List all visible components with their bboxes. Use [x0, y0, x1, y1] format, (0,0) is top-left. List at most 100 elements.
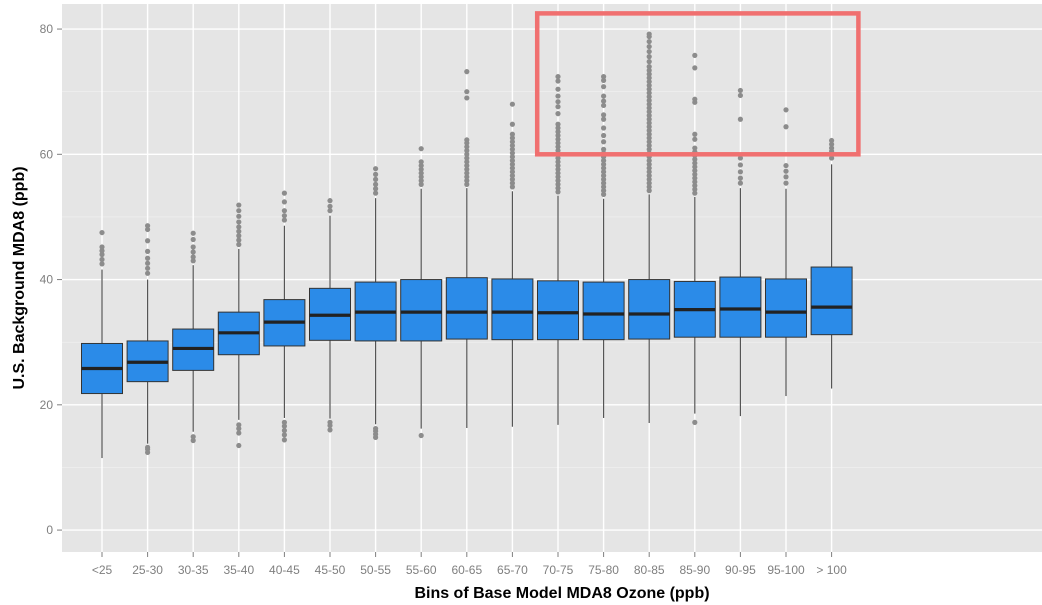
- outlier-point: [555, 178, 561, 184]
- outlier-point: [601, 188, 607, 194]
- outlier-point: [464, 174, 470, 180]
- outlier-point: [646, 157, 652, 164]
- outlier-point: [601, 125, 607, 131]
- outlier-point: [464, 147, 470, 154]
- outlier-point: [236, 241, 242, 248]
- outliers: [99, 31, 835, 456]
- outlier-point: [646, 43, 652, 50]
- outlier-point: [281, 423, 287, 429]
- box: [719, 276, 762, 338]
- outlier-point: [692, 186, 698, 192]
- outlier-point: [783, 174, 789, 180]
- box: [537, 280, 579, 341]
- x-axis-ticks: <25 25-30 30-35 35-40 40-45 45-50 50-55 55-60 60…: [92, 552, 847, 577]
- outlier-point: [418, 159, 424, 165]
- outlier-point: [555, 93, 561, 99]
- outlier-point: [509, 146, 515, 152]
- outlier-point: [601, 93, 607, 99]
- outlier-point: [646, 97, 652, 104]
- outlier-point: [145, 444, 151, 451]
- outlier-point: [555, 189, 561, 195]
- outlier-point: [236, 233, 242, 239]
- outlier-point: [281, 190, 287, 196]
- x-tick-label: > 100: [816, 563, 847, 577]
- x-tick-label: 35-40: [223, 563, 254, 577]
- outlier-point: [555, 104, 561, 110]
- outlier-point: [509, 142, 515, 149]
- outlier-point: [737, 155, 744, 161]
- outlier-point: [646, 94, 652, 100]
- outlier-point: [601, 98, 607, 104]
- outlier-point: [737, 87, 744, 94]
- outlier-point: [692, 131, 698, 137]
- highlight-rectangle: [534, 11, 861, 157]
- outlier-point: [190, 437, 196, 444]
- outlier-point: [464, 155, 470, 161]
- outlier-point: [145, 238, 151, 244]
- outlier-point: [327, 427, 333, 433]
- outlier-point: [646, 101, 652, 107]
- box: [628, 279, 671, 340]
- outlier-point: [737, 169, 744, 175]
- outlier-point: [737, 92, 744, 99]
- outlier-point: [555, 159, 561, 165]
- outlier-point: [464, 95, 470, 101]
- outlier-point: [646, 127, 652, 134]
- outlier-point: [418, 181, 424, 187]
- y-tick-label: 20: [40, 398, 54, 412]
- box: [400, 279, 443, 342]
- outlier-point: [692, 190, 698, 196]
- outlier-point: [236, 422, 242, 428]
- outlier-point: [783, 107, 789, 113]
- outlier-point: [281, 213, 287, 219]
- x-tick-label: 75-80: [588, 563, 619, 577]
- outlier-point: [646, 188, 652, 194]
- outlier-point: [555, 111, 561, 117]
- outlier-point: [99, 256, 105, 263]
- outlier-point: [601, 132, 607, 139]
- outlier-point: [373, 426, 379, 432]
- outlier-point: [236, 219, 242, 225]
- outlier-point: [464, 166, 470, 172]
- x-tick-label: 85-90: [679, 563, 710, 577]
- outlier-point: [509, 176, 515, 182]
- outlier-point: [783, 180, 789, 186]
- x-tick-label: 70-75: [543, 563, 574, 577]
- whiskers: [101, 164, 833, 459]
- outlier-point: [464, 178, 470, 184]
- outlier-point: [327, 203, 333, 209]
- outlier-point: [190, 258, 196, 264]
- outlier-point: [145, 265, 151, 271]
- outlier-point: [464, 151, 470, 157]
- outlier-point: [601, 176, 607, 182]
- outlier-point: [418, 170, 424, 176]
- outlier-point: [646, 124, 652, 130]
- outlier-point: [555, 132, 561, 139]
- outlier-point: [646, 112, 652, 119]
- outlier-point: [555, 144, 561, 150]
- outlier-point: [737, 180, 744, 186]
- outlier-point: [555, 99, 561, 105]
- outlier-point: [555, 121, 561, 127]
- outlier-point: [555, 78, 561, 84]
- box: [582, 281, 625, 341]
- y-tick-label: 0: [46, 523, 53, 537]
- outlier-point: [646, 31, 652, 37]
- outlier-point: [601, 180, 607, 186]
- outlier-point: [646, 82, 652, 89]
- outlier-point: [646, 59, 652, 65]
- outlier-point: [646, 38, 652, 45]
- outlier-point: [555, 185, 561, 191]
- x-tick-label: 80-85: [634, 563, 665, 577]
- outlier-point: [464, 181, 470, 187]
- outlier-point: [509, 135, 515, 141]
- outlier-point: [236, 430, 242, 436]
- outlier-point: [646, 142, 652, 149]
- outlier-point: [509, 157, 515, 164]
- outlier-point: [281, 199, 287, 205]
- outlier-point: [555, 86, 561, 92]
- outlier-point: [646, 48, 652, 55]
- box: [810, 266, 853, 336]
- outlier-point: [692, 179, 698, 185]
- outlier-point: [601, 102, 607, 109]
